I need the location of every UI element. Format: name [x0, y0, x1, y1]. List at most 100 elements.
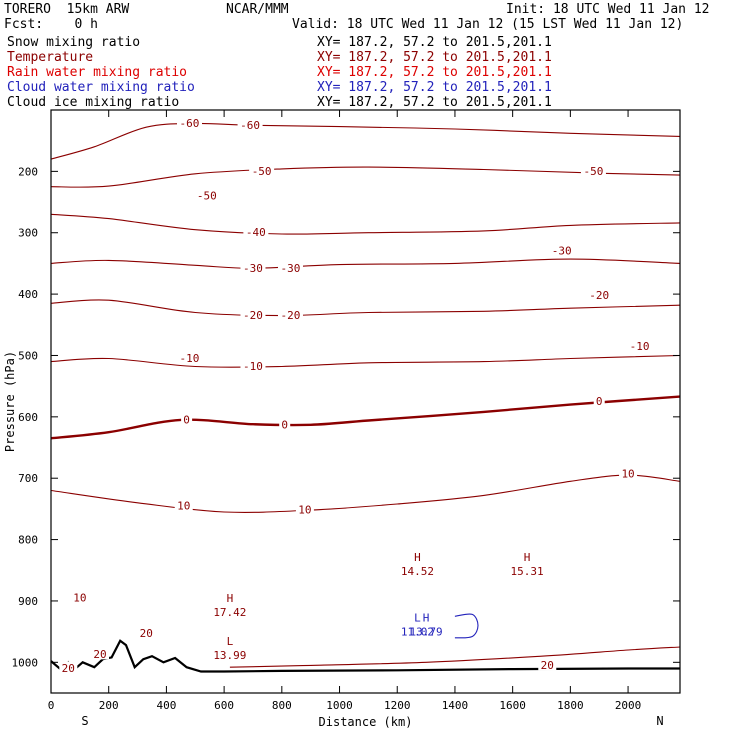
isotherm-label: -50 — [252, 165, 272, 178]
cloud-water-contour — [454, 613, 479, 639]
extremum-value: 11.02 — [401, 626, 434, 639]
extremum-value: 13.79 — [410, 626, 443, 639]
isotherm-label: -40 — [246, 226, 266, 239]
isotherm-label-bg — [277, 308, 303, 321]
isotherm-minus40 — [50, 213, 681, 235]
y-tick-label: 400 — [18, 288, 38, 301]
isotherm-label-bg — [237, 118, 263, 131]
isotherm-label-bg — [586, 288, 612, 301]
high-marker: H — [227, 592, 234, 605]
isotherm-label: -10 — [243, 360, 263, 373]
isotherm-label-bg — [176, 116, 202, 129]
isotherm-label-bg — [243, 225, 269, 238]
x-tick-label: 1800 — [557, 699, 584, 712]
legend-temperature-xy: XY= 187.2, 57.2 to 201.5,201.1 — [317, 50, 552, 65]
isotherm-label-bg — [91, 647, 110, 660]
isotherm-label-bg — [194, 188, 220, 201]
isotherm-minus20 — [50, 299, 681, 317]
isotherm-label-bg — [627, 339, 653, 352]
x-tick-label: 400 — [156, 699, 176, 712]
legend-cloud-ice-xy: XY= 187.2, 57.2 to 201.5,201.1 — [317, 95, 552, 110]
isotherm-label-bg — [137, 626, 156, 639]
isotherm-label: -50 — [584, 165, 604, 178]
extremum-value: 13.99 — [213, 649, 246, 662]
isotherm-label-bg — [70, 590, 89, 603]
y-tick-label: 900 — [18, 595, 38, 608]
y-tick-label: 500 — [18, 349, 38, 362]
isotherm-label: 10 — [73, 591, 86, 604]
isotherm-label: 20 — [93, 648, 106, 661]
isotherm-label-bg — [277, 261, 303, 274]
legend-cloud-water-label: Cloud water mixing ratio — [7, 80, 195, 95]
x-tick-label: 600 — [214, 699, 234, 712]
isotherm-minus60 — [50, 122, 681, 160]
plot-frame-border — [50, 109, 681, 694]
isotherm-label: 10 — [298, 504, 311, 517]
high-marker: H — [423, 612, 430, 625]
isotherm-label: 10 — [621, 467, 634, 480]
y-tick-label: 300 — [18, 227, 38, 240]
legend-rain-xy: XY= 187.2, 57.2 to 201.5,201.1 — [317, 65, 552, 80]
extremum-value: 17.42 — [213, 606, 246, 619]
x-tick-label: 1400 — [442, 699, 469, 712]
isotherm-label: -50 — [197, 189, 217, 202]
isotherm-label: -30 — [552, 245, 572, 258]
isotherm-label-bg — [240, 308, 266, 321]
isotherm-label-bg — [593, 394, 605, 407]
legend-snow-xy: XY= 187.2, 57.2 to 201.5,201.1 — [317, 35, 552, 50]
overlay-layer — [50, 613, 680, 673]
isotherm-label-bg — [59, 661, 78, 674]
extremum-value: 15.31 — [511, 565, 544, 578]
x-tick-label: 200 — [99, 699, 119, 712]
isotherm-layer — [50, 122, 681, 668]
isotherm-label: -30 — [243, 262, 263, 275]
init-time: Init: 18 UTC Wed 11 Jan 12 — [506, 2, 710, 17]
forecast-hour: Fcst: 0 h — [4, 17, 98, 32]
legend-cloud-water-xy: XY= 187.2, 57.2 to 201.5,201.1 — [317, 80, 552, 95]
plot-frame: 0 200 400 600 800 1000 1200 1400 1600 1800 2000200… — [3, 109, 681, 729]
model-title: TORERO 15km ARW — [4, 2, 130, 17]
isotherm-label-bg — [279, 417, 291, 430]
x-tick-label: 0 — [48, 699, 55, 712]
isotherm-label-bg — [176, 351, 202, 364]
y-tick-label: 600 — [18, 411, 38, 424]
y-tick-label: 200 — [18, 165, 38, 178]
x-tick-label: 2000 — [615, 699, 642, 712]
y-tick-label: 800 — [18, 534, 38, 547]
isotherm-label: -30 — [281, 262, 301, 275]
isotherm-label: -10 — [630, 340, 650, 353]
isotherm-label-bg — [240, 359, 266, 372]
x-axis-title: Distance (km) — [319, 715, 413, 729]
legend-temperature-label: Temperature — [7, 50, 94, 65]
org-label: NCAR/MMM — [226, 2, 289, 17]
high-marker: H — [414, 551, 421, 564]
x-tick-label: 1600 — [499, 699, 526, 712]
valid-time: Valid: 18 UTC Wed 11 Jan 12 (15 LST Wed … — [292, 17, 684, 32]
isotherm-20 — [229, 646, 681, 668]
isotherm-0 — [50, 395, 681, 440]
low-marker: L — [414, 612, 421, 625]
isotherm-label-bg — [295, 503, 314, 516]
isotherm-label: 0 — [281, 418, 288, 431]
isotherm-label: 10 — [177, 499, 190, 512]
isotherm-minus10 — [50, 354, 681, 368]
label-layer: -60 -60 -50 -50 -50 -40 -30 -30 -30 -20 -20 -20 -10 -… — [59, 116, 653, 675]
legend-cloud-ice-label: Cloud ice mixing ratio — [7, 95, 180, 110]
isotherm-label: -60 — [240, 119, 260, 132]
terrain-profile — [50, 639, 680, 673]
isotherm-label-bg — [174, 498, 193, 511]
x-tick-label: 1000 — [326, 699, 353, 712]
north-end-label: N — [656, 714, 663, 728]
isotherm-label-bg — [249, 164, 275, 177]
isotherm-label-bg — [549, 244, 575, 257]
extremum-value: 14.52 — [401, 565, 434, 578]
south-end-label: S — [81, 714, 88, 728]
isotherm-label: 20 — [541, 659, 554, 672]
isotherm-label: -10 — [180, 352, 200, 365]
isotherm-label-bg — [181, 412, 193, 425]
isotherm-10 — [50, 474, 681, 513]
legend-rain-label: Rain water mixing ratio — [7, 65, 188, 80]
isotherm-label-bg — [619, 466, 638, 479]
x-tick-label: 1200 — [384, 699, 411, 712]
